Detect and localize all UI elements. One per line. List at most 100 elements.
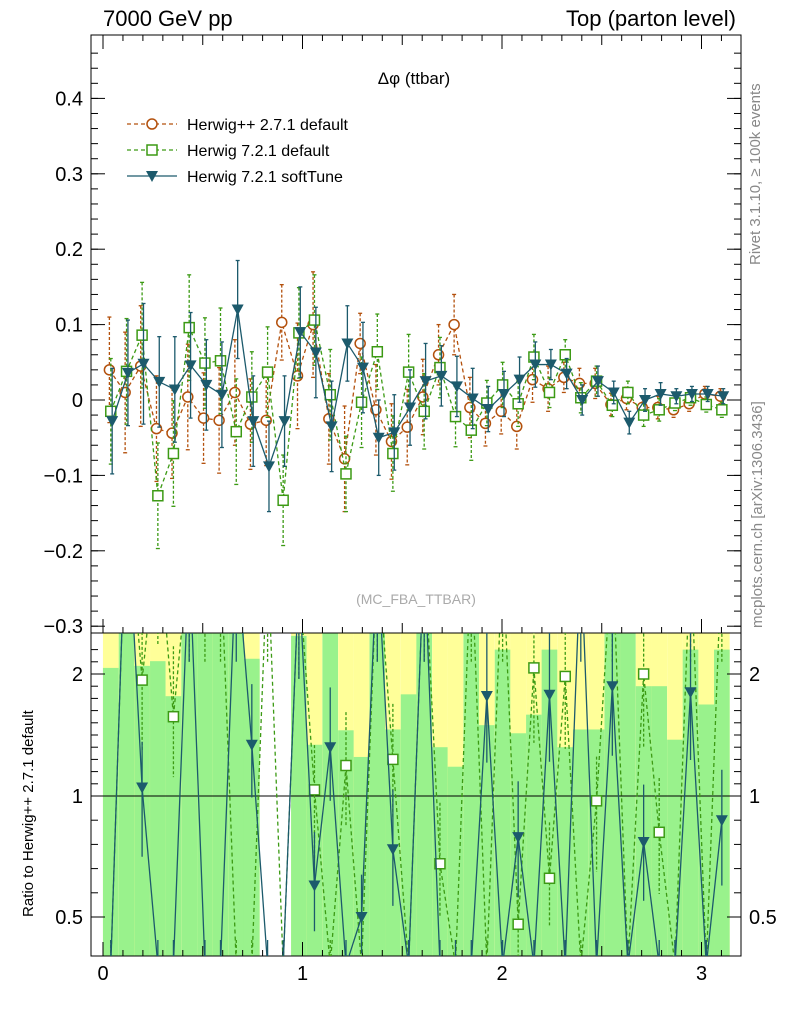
data-point bbox=[294, 327, 307, 339]
data-point bbox=[262, 461, 275, 473]
data-point bbox=[670, 391, 683, 403]
data-point bbox=[418, 405, 430, 418]
ratio-data-point bbox=[653, 826, 665, 839]
uncertainty-band-1sigma bbox=[181, 633, 198, 956]
data-point bbox=[419, 376, 432, 388]
series-line-0 bbox=[108, 322, 721, 462]
data-point bbox=[136, 329, 148, 341]
ratio-y-tick-label-right: 2 bbox=[749, 664, 760, 686]
data-point bbox=[637, 409, 650, 421]
data-point bbox=[622, 386, 634, 399]
rivet-version-label: Rivet 3.1.10, ≥ 100k events bbox=[747, 83, 764, 265]
ratio-data-point bbox=[308, 880, 321, 892]
data-point bbox=[214, 355, 227, 367]
data-point bbox=[700, 398, 713, 411]
uncertainty-band-1sigma bbox=[400, 694, 417, 956]
ratio-data-point bbox=[684, 687, 697, 699]
data-point bbox=[308, 314, 321, 326]
main-plot-title: Δφ (ttbar) bbox=[378, 69, 450, 88]
data-point bbox=[229, 386, 241, 399]
uncertainty-band-1sigma bbox=[557, 747, 574, 956]
ratio-y-tick-label-right: 1 bbox=[749, 786, 760, 808]
data-point bbox=[247, 416, 260, 428]
ratio-data-point bbox=[324, 742, 337, 754]
data-point bbox=[324, 388, 336, 401]
data-point bbox=[291, 370, 304, 382]
data-point bbox=[464, 401, 476, 414]
main-y-tick-label: −0.1 bbox=[44, 465, 83, 487]
main-y-tick-label: 0 bbox=[72, 390, 83, 412]
ratio-data-point bbox=[136, 674, 148, 686]
data-point bbox=[716, 404, 728, 416]
data-point bbox=[355, 396, 368, 409]
main-y-tick-label: 0.3 bbox=[55, 164, 83, 186]
data-point bbox=[182, 391, 194, 403]
uncertainty-band-1sigma bbox=[620, 633, 636, 956]
uncertainty-band-1sigma bbox=[447, 766, 464, 956]
ratio-data-point bbox=[512, 832, 525, 844]
data-point bbox=[560, 368, 573, 380]
data-point bbox=[543, 386, 556, 399]
legend-marker bbox=[146, 171, 158, 182]
main-y-tick-label: 0.2 bbox=[55, 239, 83, 261]
data-point bbox=[354, 337, 366, 350]
uncertainty-band-1sigma bbox=[572, 729, 589, 956]
legend-marker bbox=[146, 144, 158, 156]
data-point bbox=[231, 304, 244, 316]
main-y-tick-label: −0.2 bbox=[44, 541, 83, 563]
data-point bbox=[168, 384, 181, 396]
data-point bbox=[137, 358, 150, 370]
data-point bbox=[402, 366, 415, 378]
uncertainty-band-1sigma bbox=[369, 633, 386, 956]
data-point bbox=[325, 421, 338, 433]
ratio-data-point bbox=[637, 668, 650, 680]
uncertainty-band-1sigma bbox=[150, 661, 166, 956]
ratio-data-point bbox=[637, 836, 650, 848]
ratio-data-point bbox=[512, 918, 524, 931]
data-point bbox=[184, 360, 197, 372]
main-y-tick-label: 0.4 bbox=[55, 88, 83, 110]
data-point bbox=[544, 359, 557, 371]
data-point bbox=[576, 395, 589, 406]
series-line-1 bbox=[110, 318, 723, 501]
ratio-data-point bbox=[167, 710, 180, 723]
data-point bbox=[152, 490, 164, 502]
ratio-y-tick-label: 1 bbox=[72, 786, 83, 808]
data-point bbox=[466, 393, 479, 405]
data-point bbox=[448, 318, 460, 331]
legend-marker bbox=[146, 118, 158, 130]
uncertainty-band-1sigma bbox=[338, 730, 354, 956]
series-line-2 bbox=[111, 309, 724, 469]
ratio-data-point bbox=[387, 753, 399, 766]
ratio-series-layer bbox=[110, 633, 728, 956]
data-point bbox=[404, 402, 417, 414]
data-point bbox=[261, 366, 274, 378]
data-point bbox=[529, 359, 542, 371]
ratio-data-point bbox=[355, 912, 368, 923]
data-point bbox=[607, 387, 620, 399]
data-point bbox=[573, 377, 586, 390]
data-point bbox=[197, 412, 210, 424]
ratio-axis-label: Ratio to Herwig++ 2.7.1 default bbox=[20, 710, 37, 917]
analysis-watermark: (MC_FBA_TTBAR) bbox=[356, 591, 476, 607]
ratio-series-line-1 bbox=[110, 633, 723, 956]
data-point bbox=[103, 364, 116, 376]
ratio-data-point bbox=[340, 759, 352, 772]
legend-label: Herwig 7.2.1 default bbox=[187, 143, 330, 160]
uncertainty-band-1sigma bbox=[102, 667, 119, 956]
uncertainty-band-1sigma bbox=[353, 756, 370, 956]
data-point bbox=[513, 374, 526, 386]
ratio-data-point bbox=[480, 690, 493, 702]
data-point bbox=[591, 376, 604, 388]
ratio-band-gap bbox=[260, 633, 275, 956]
ratio-data-point bbox=[590, 795, 603, 807]
main-y-tick-label: −0.3 bbox=[44, 616, 83, 638]
mcplots-reference-label: mcplots.cern.ch [arXiv:1306.3436] bbox=[749, 401, 766, 628]
uncertainty-band-1sigma bbox=[479, 725, 495, 956]
data-point bbox=[432, 349, 445, 361]
ratio-data-point bbox=[528, 662, 540, 674]
data-point bbox=[215, 389, 228, 401]
data-point bbox=[479, 417, 492, 430]
ratio-y-tick-label: 0.5 bbox=[55, 907, 83, 929]
data-point bbox=[450, 381, 463, 393]
